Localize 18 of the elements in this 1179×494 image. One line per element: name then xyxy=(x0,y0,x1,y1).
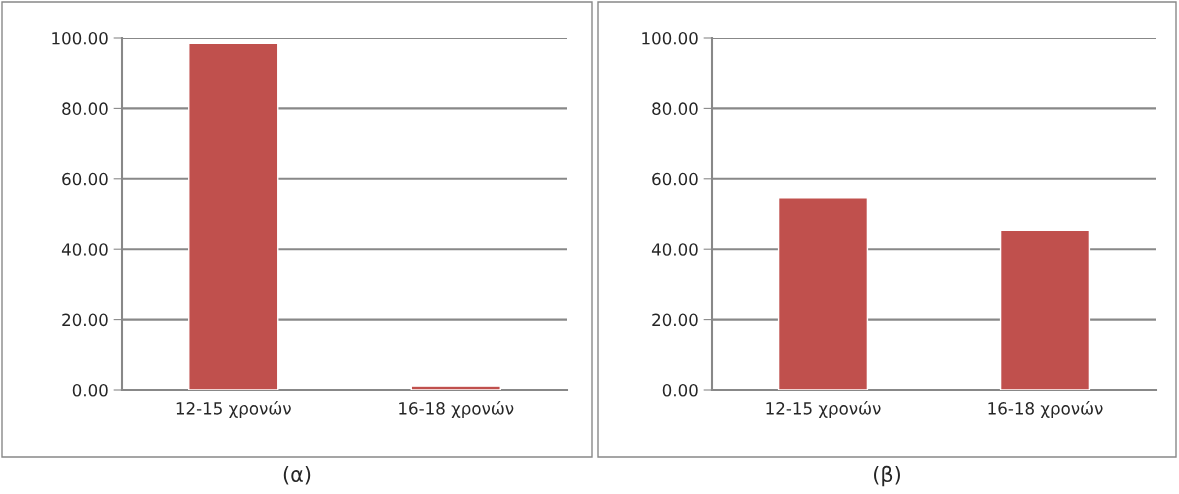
y-tick-label: 0.00 xyxy=(72,383,108,397)
y-tick-label: 0.00 xyxy=(662,383,698,397)
x-tick-label: 12-15 χρονών xyxy=(766,401,881,418)
y-tick-label: 60.00 xyxy=(62,172,108,186)
y-tick-label: 80.00 xyxy=(62,102,108,115)
y-tick-label: 20.00 xyxy=(62,313,108,327)
x-tick-label: 16-18 χρονών xyxy=(399,401,514,418)
y-tick-label: 80.00 xyxy=(652,102,698,115)
text: (β) xyxy=(874,465,900,487)
text: (α) xyxy=(283,465,311,485)
y-tick-label: 100.00 xyxy=(642,31,698,45)
x-tick-label: 16-18 χρονών xyxy=(988,401,1103,418)
y-tick-label: 100.00 xyxy=(52,31,108,45)
x-tick-label: 12-15 χρονών xyxy=(176,401,291,418)
y-tick-label: 20.00 xyxy=(652,313,698,327)
y-tick-label: 60.00 xyxy=(652,172,698,186)
y-tick-label: 40.00 xyxy=(61,243,108,256)
y-tick-label: 40.00 xyxy=(651,243,698,256)
